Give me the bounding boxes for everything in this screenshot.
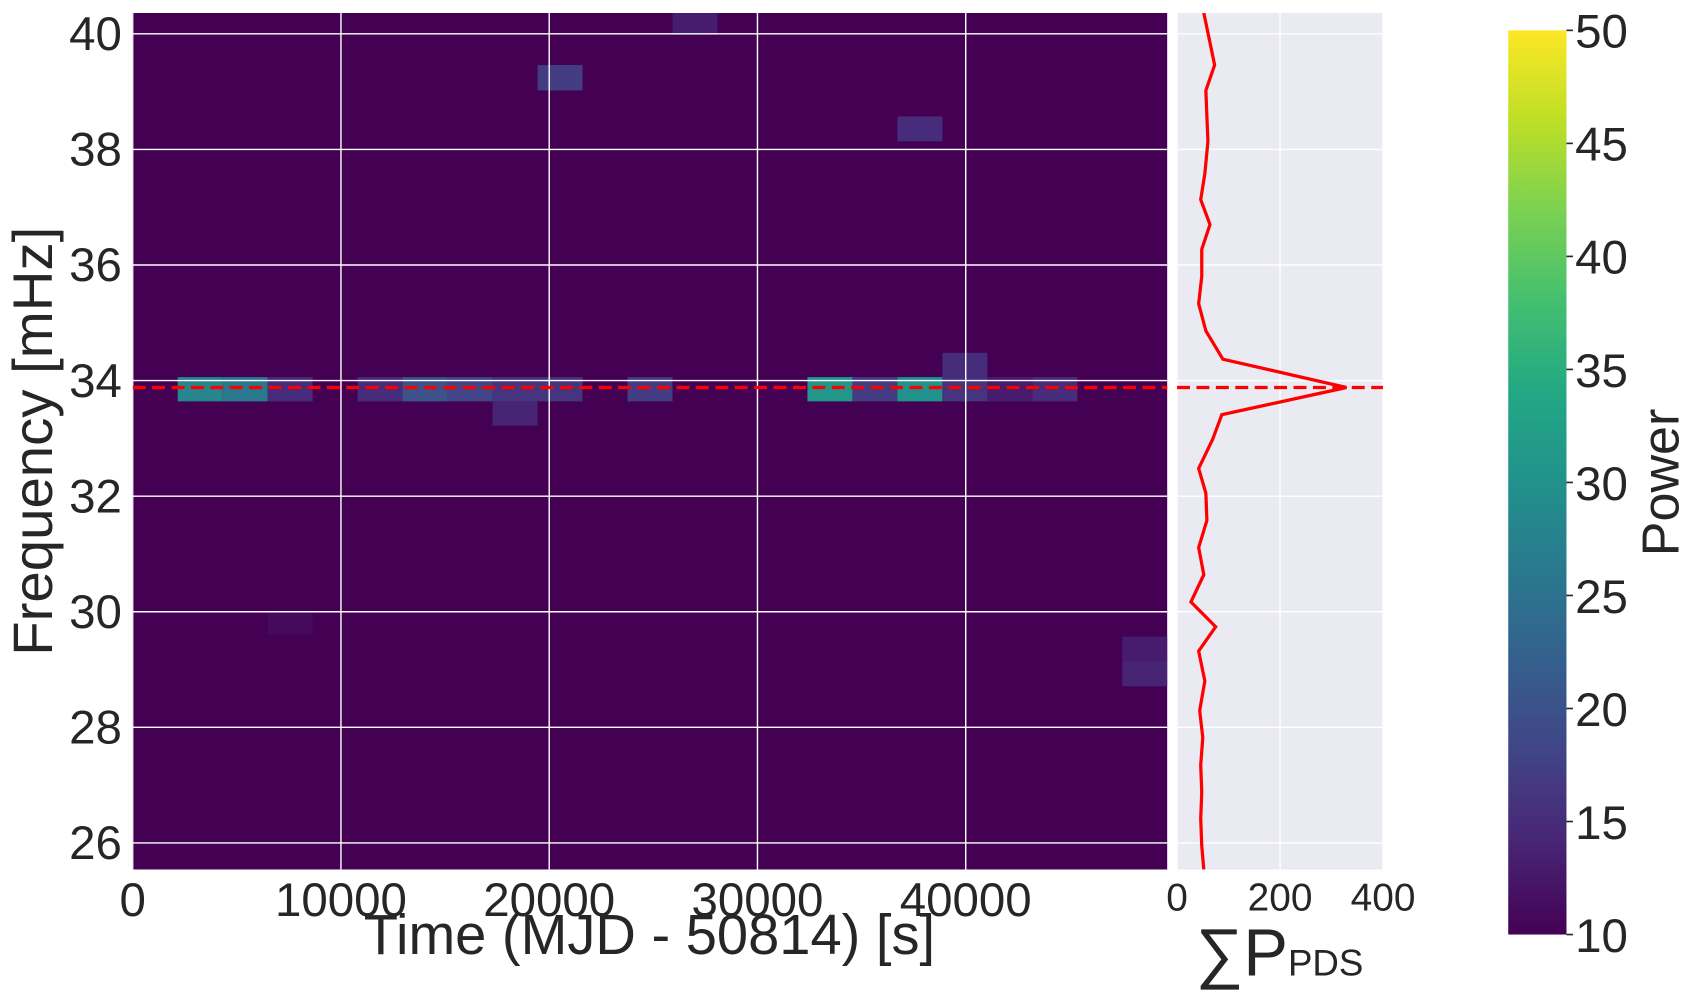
x-tick-label: 0 [1166,877,1188,920]
colorbar-tick-label: 40 [1575,232,1628,285]
heatmap-cell [492,401,538,426]
colorbar-tick-label: 15 [1575,797,1628,850]
heatmap-cell [1122,636,1168,662]
y-tick-label: 32 [69,470,122,523]
x-axis-title: Time (MJD - 50814) [s] [364,903,935,966]
x-tick-label: 10000 [275,874,407,927]
x-tick-label: 40000 [900,874,1032,927]
heatmap-cell [897,116,943,142]
x-tick-label: 20000 [483,874,615,927]
colorbar-tick-label: 20 [1575,684,1628,737]
y-tick-label: 30 [69,586,122,639]
x-tick-label: 200 [1248,877,1313,920]
y-tick-label: 26 [69,817,122,870]
y-tick-label: 40 [69,8,122,61]
colorbar-tick-label: 35 [1575,345,1628,398]
heatmap-background [132,13,1168,870]
x-tick-label: 0 [119,874,145,927]
colorbar-tick-label: 25 [1575,571,1628,624]
y-axis-title: Frequency [mHz] [1,227,64,656]
side-x-axis-title-sub: PDS [1288,943,1363,984]
side-x-axis-title-main: ∑P [1196,916,1288,991]
heatmap-cell [1122,661,1168,687]
colorbar-title: Power [1633,409,1683,557]
y-tick-label: 34 [69,355,122,408]
y-tick-label: 38 [69,124,122,177]
colorbar [1508,30,1567,935]
x-tick-label: 400 [1351,877,1416,920]
x-tick-label: 30000 [691,874,823,927]
heatmap-cell [537,65,583,91]
colorbar-tick-label: 45 [1575,119,1628,172]
heatmap-cell [672,13,718,35]
heatmap-area [132,13,1168,870]
heatmap-cell [942,352,988,378]
colorbar-tick-label: 10 [1575,910,1628,963]
side-x-axis-title: ∑PPDS [1196,916,1364,991]
heatmap-cell [267,612,313,635]
power-line [1188,13,1347,870]
y-tick-label: 28 [69,701,122,754]
colorbar-tick-label: 50 [1575,6,1628,59]
side-panel [1177,13,1384,870]
colorbar-tick-label: 30 [1575,458,1628,511]
y-tick-label: 36 [69,239,122,292]
